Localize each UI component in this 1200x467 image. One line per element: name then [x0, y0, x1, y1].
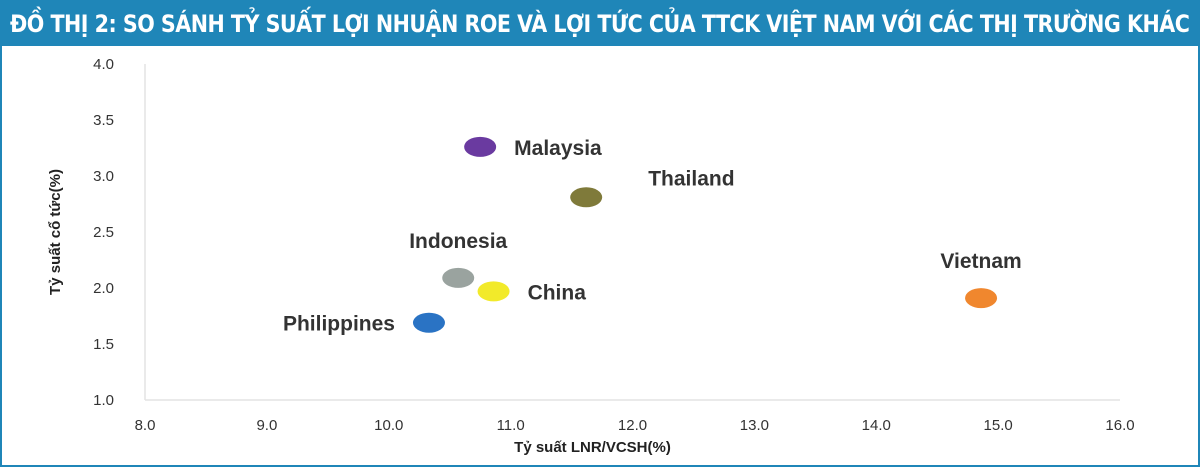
point-indonesia: [442, 267, 475, 288]
y-tick-label: 1.0: [93, 392, 114, 409]
y-tick-label: 4.0: [93, 56, 114, 73]
y-axis-title: Tỷ suất cổ tức(%): [47, 169, 64, 295]
point-label-philippines: Philippines: [283, 313, 395, 336]
point-label-indonesia: Indonesia: [409, 230, 507, 253]
axes: [144, 64, 1120, 401]
point-philippines: [412, 312, 445, 333]
y-tick-label: 3.0: [93, 168, 114, 185]
point-label-china: China: [528, 281, 587, 304]
y-tick-label: 3.5: [93, 112, 114, 129]
x-tick-label: 8.0: [135, 417, 156, 434]
y-tick-label: 1.5: [93, 336, 114, 353]
y-tick-label: 2.5: [93, 224, 114, 241]
data-points: [412, 136, 998, 333]
x-tick-label: 9.0: [256, 417, 277, 434]
x-tick-label: 14.0: [862, 417, 891, 434]
x-tick-label: 16.0: [1105, 417, 1134, 434]
point-china: [477, 281, 510, 302]
x-tick-label: 10.0: [374, 417, 403, 434]
point-label-thailand: Thailand: [648, 167, 734, 190]
point-vietnam: [965, 288, 998, 309]
point-label-vietnam: Vietnam: [940, 250, 1021, 273]
x-tick-label: 12.0: [618, 417, 647, 434]
chart-title: ĐỒ THỊ 2: SO SÁNH TỶ SUẤT LỢI NHUẬN ROE …: [10, 10, 1190, 38]
title-bar: ĐỒ THỊ 2: SO SÁNH TỶ SUẤT LỢI NHUẬN ROE …: [2, 2, 1198, 46]
point-thailand: [570, 187, 603, 208]
point-labels: Malaysia Thailand Indonesia China Philippine…: [283, 137, 1022, 336]
x-tick-label: 15.0: [984, 417, 1013, 434]
y-tick-label: 2.0: [93, 280, 114, 297]
x-tick-label: 11.0: [497, 417, 525, 434]
x-tick-labels: 8.0 9.0 10.0 11.0 12.0 13.0 14.0 15.0 16.0: [135, 417, 1135, 434]
point-label-malaysia: Malaysia: [514, 137, 602, 160]
x-axis-title: Tỷ suất LNR/VCSH(%): [514, 439, 671, 456]
y-tick-labels: 1.0 1.5 2.0 2.5 3.0 3.5 4.0: [93, 56, 114, 409]
x-tick-label: 13.0: [740, 417, 769, 434]
point-malaysia: [464, 136, 497, 157]
